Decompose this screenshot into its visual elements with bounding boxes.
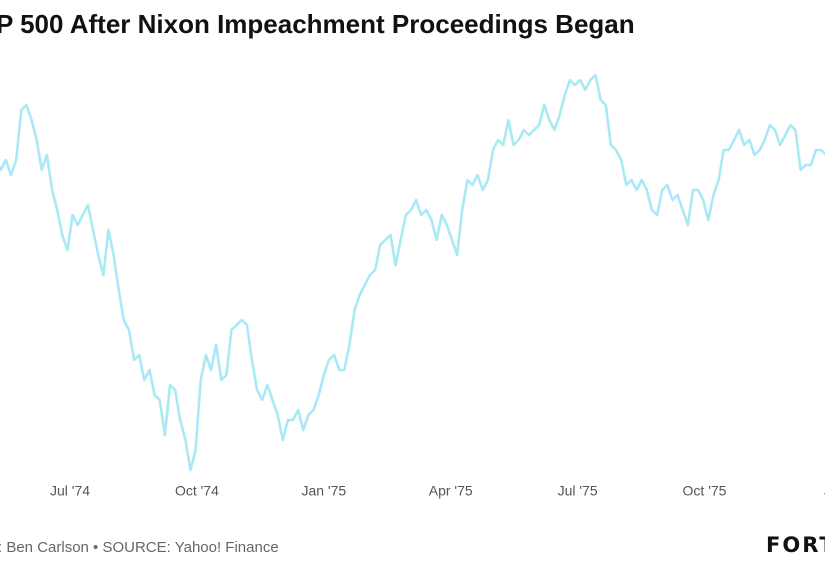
chart-title: P 500 After Nixon Impeachment Proceeding… <box>0 9 635 39</box>
logo: FORTU <box>766 533 825 557</box>
x-tick-label: Jan '75 <box>301 483 346 499</box>
x-tick-label: Jul '75 <box>558 483 598 499</box>
x-tick-label: Apr '75 <box>429 483 473 499</box>
x-tick-label: Jul '74 <box>50 483 90 499</box>
source-note: : Ben Carlson • SOURCE: Yahoo! Finance <box>0 539 279 556</box>
x-tick-label: Oct '75 <box>683 483 727 499</box>
x-tick-label: Oct '74 <box>175 483 219 499</box>
line-series <box>0 73 825 472</box>
